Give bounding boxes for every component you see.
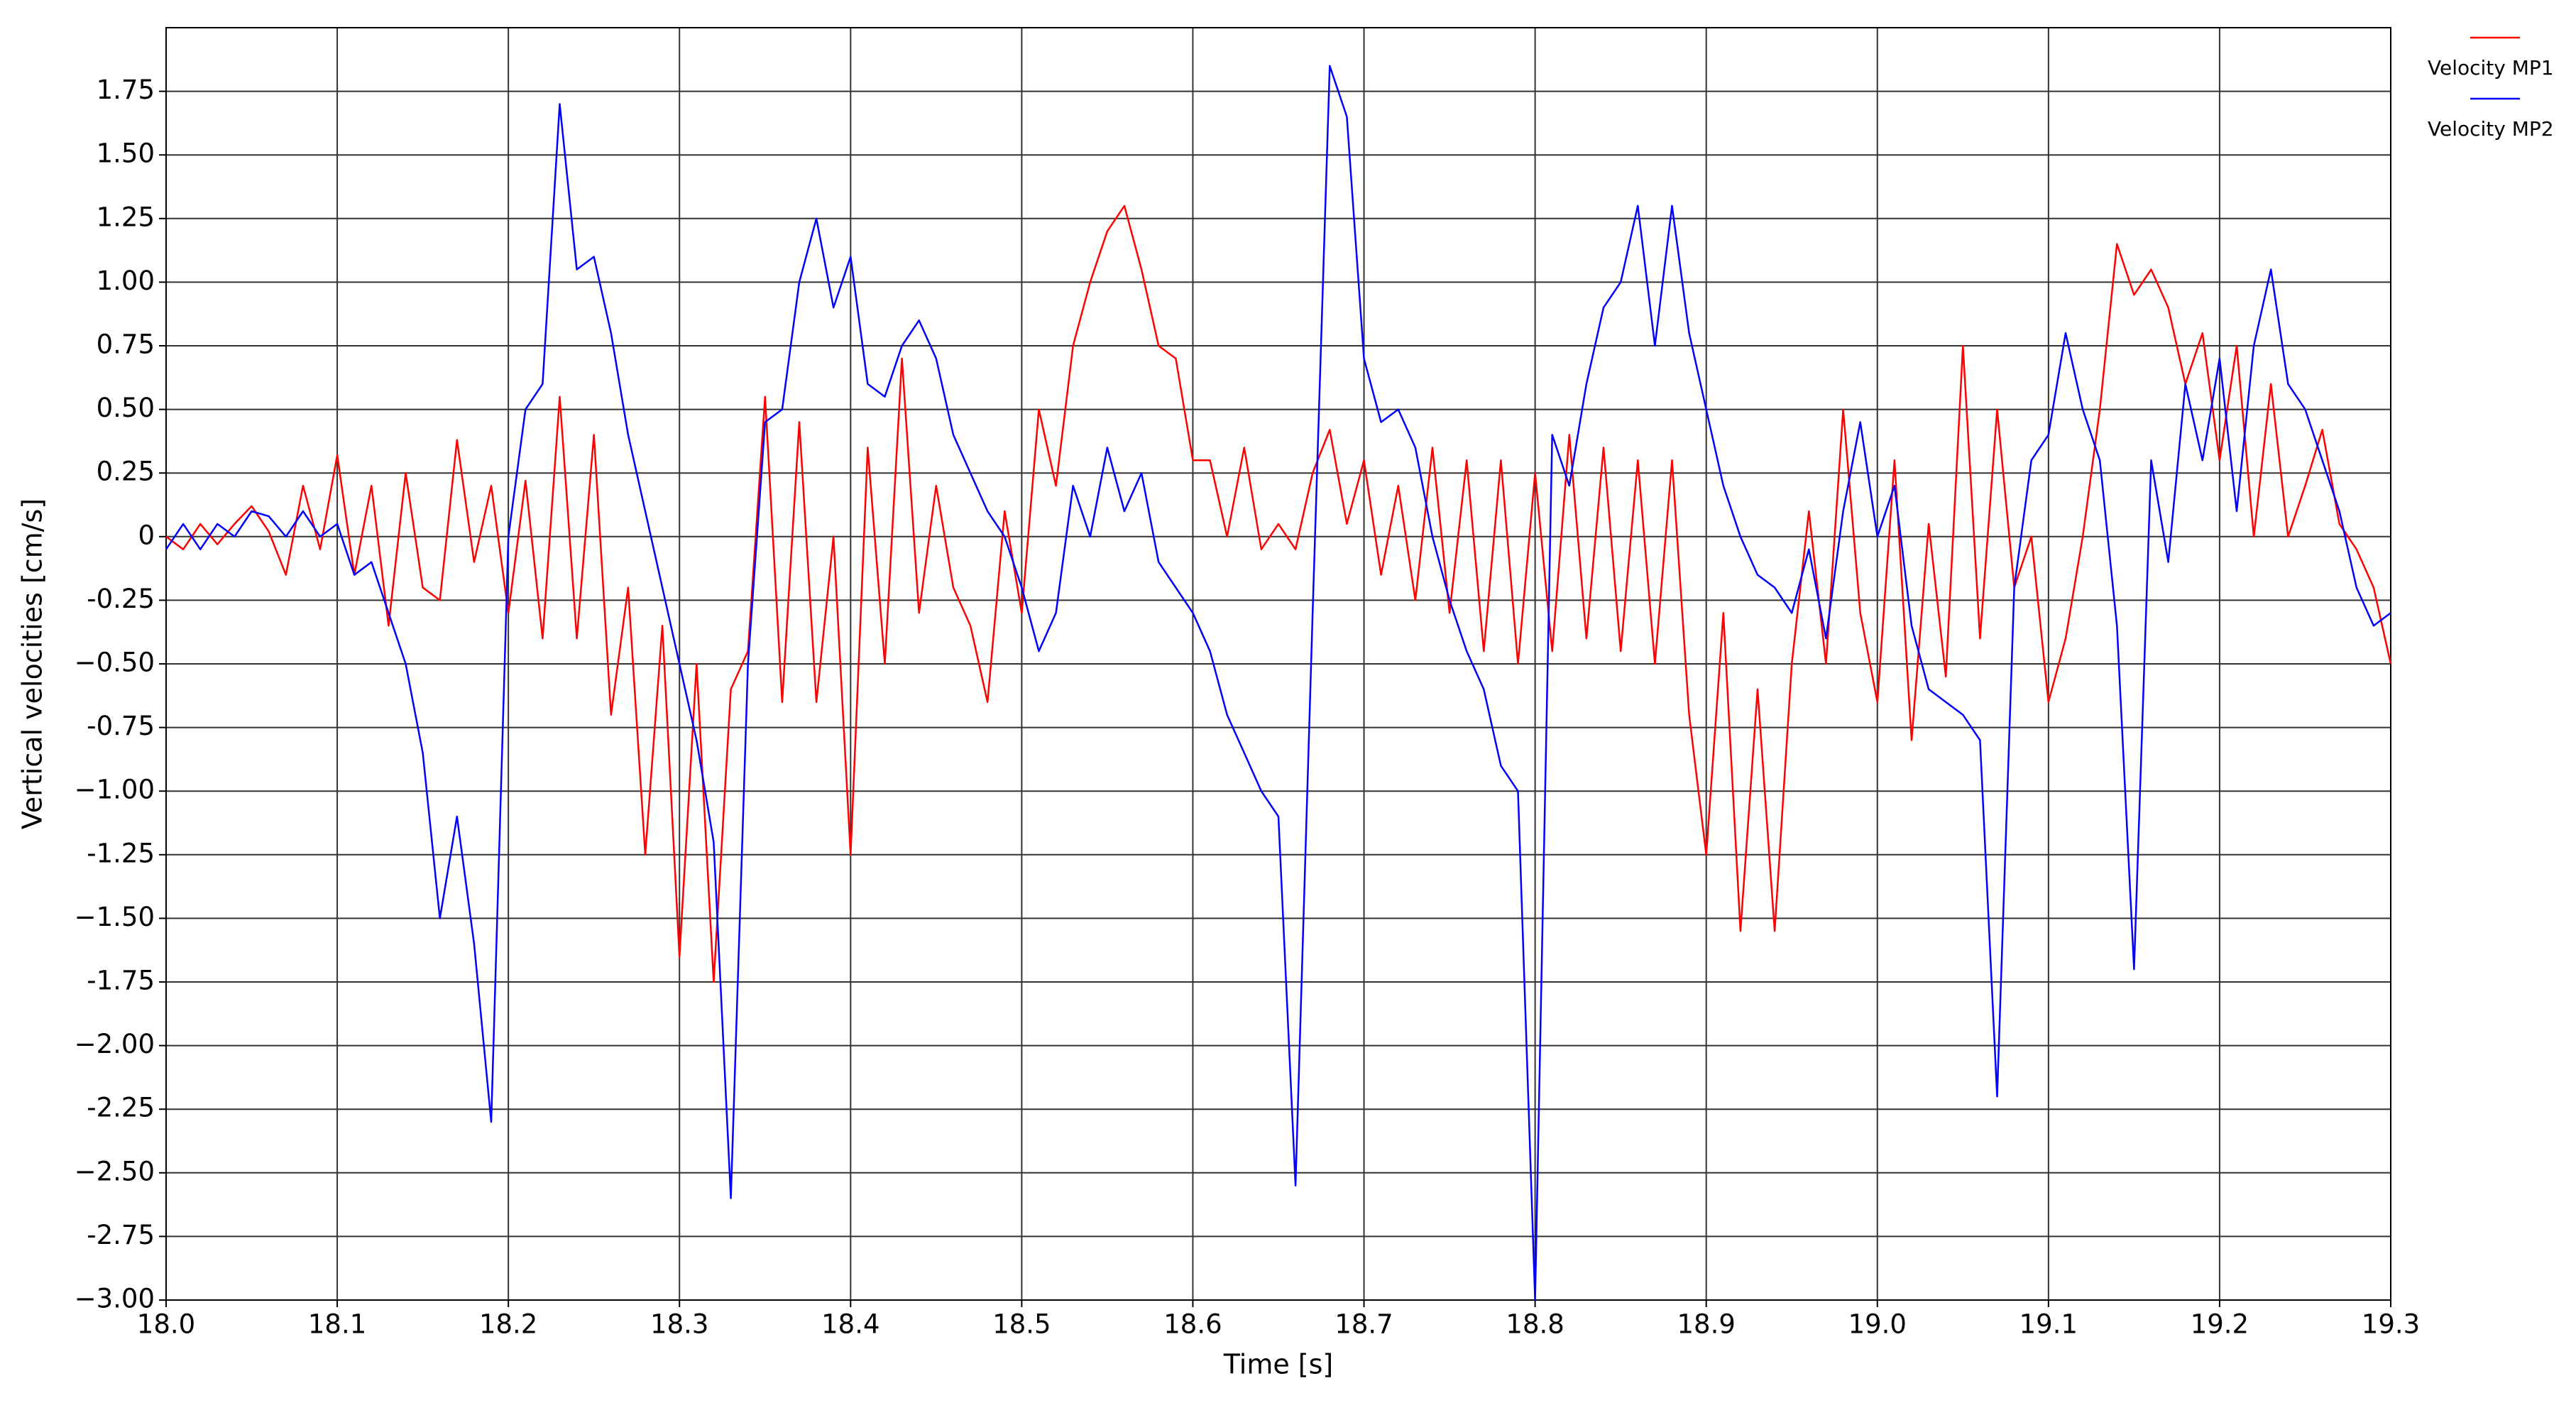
x-tick-label: 18.2 xyxy=(479,1309,537,1340)
y-tick-label: −2.50 xyxy=(75,1156,155,1186)
x-tick-label: 19.3 xyxy=(2362,1309,2420,1340)
x-axis-label: Time [s] xyxy=(1223,1349,1334,1380)
x-tick-label: 18.9 xyxy=(1677,1309,1735,1340)
x-tick-label: 18.1 xyxy=(308,1309,366,1340)
x-tick-label: 18.5 xyxy=(992,1309,1051,1340)
x-tick-label: 19.1 xyxy=(2019,1309,2078,1340)
y-tick-label: -1.75 xyxy=(87,966,155,996)
y-tick-label: -1.25 xyxy=(87,838,155,868)
y-tick-label: −1.00 xyxy=(75,775,155,805)
legend-label: Velocity MP2 xyxy=(2428,117,2554,141)
y-tick-label: 1.50 xyxy=(97,138,155,169)
y-tick-label: 1.00 xyxy=(97,266,155,296)
y-tick-label: −2.00 xyxy=(75,1029,155,1059)
y-tick-label: −1.50 xyxy=(75,902,155,932)
y-tick-label: -2.75 xyxy=(87,1220,155,1250)
x-tick-label: 18.6 xyxy=(1163,1309,1222,1340)
x-tick-label: 18.4 xyxy=(821,1309,879,1340)
y-tick-label: -0.25 xyxy=(87,584,155,614)
data-line xyxy=(165,204,2392,983)
y-tick-label: 0 xyxy=(138,520,155,550)
x-tick-label: 18.0 xyxy=(137,1309,195,1340)
x-tick-label: 19.2 xyxy=(2191,1309,2249,1340)
x-tick-label: 18.3 xyxy=(650,1309,708,1340)
y-tick-label: 0.50 xyxy=(97,393,155,423)
y-tick-label: −0.50 xyxy=(75,648,155,678)
x-tick-label: 19.0 xyxy=(1848,1309,1907,1340)
y-tick-label: -0.75 xyxy=(87,711,155,741)
y-tick-label: 0.25 xyxy=(97,457,155,487)
y-axis-label: Vertical velocities [cm/s] xyxy=(17,498,48,829)
data-line xyxy=(165,65,2391,1301)
y-tick-label: 1.75 xyxy=(97,75,155,105)
y-tick-label: 0.75 xyxy=(97,329,155,360)
y-tick-label: −3.00 xyxy=(75,1284,155,1314)
legend-label: Velocity MP1 xyxy=(2428,56,2554,80)
x-tick-label: 18.7 xyxy=(1334,1309,1393,1340)
y-tick-label: -2.25 xyxy=(87,1093,155,1123)
x-tick-label: 18.8 xyxy=(1506,1309,1564,1340)
y-tick-label: 1.25 xyxy=(97,202,155,232)
